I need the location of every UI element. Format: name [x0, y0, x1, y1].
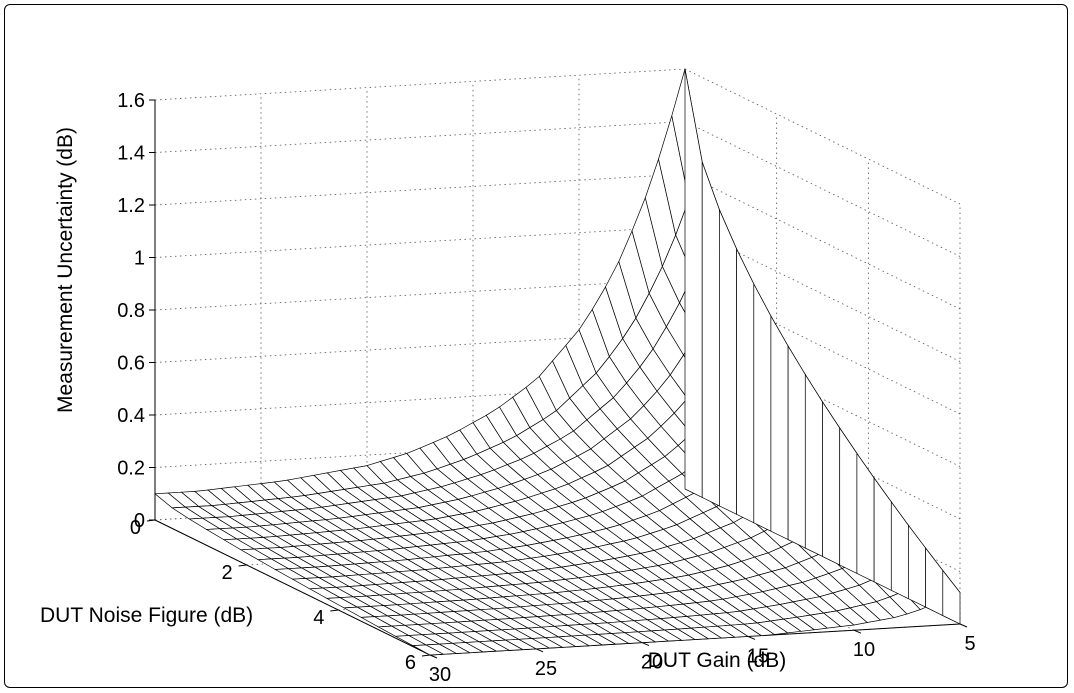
z-tick-label: 0.8 [117, 300, 145, 322]
surface-curtain-patch [942, 569, 961, 625]
grid-line-z-back [154, 383, 686, 416]
gain-tick-mark [429, 654, 438, 659]
gain-tick-mark [641, 642, 650, 647]
surface-curtain-patch [839, 426, 858, 574]
surface-curtain-patch [719, 209, 737, 515]
nf-tick-label: 4 [313, 607, 324, 629]
surface-curtain-patch [753, 283, 772, 532]
grid-line-z-side [684, 121, 961, 257]
z-tick-label: 1 [134, 248, 145, 270]
gain-tick-label: 20 [641, 652, 663, 674]
nf-tick-mark [330, 609, 339, 612]
gain-tick-mark [747, 635, 756, 640]
grid-line-z-back [154, 226, 686, 258]
grid-line-z-back [154, 278, 686, 311]
nf-tick-label: 0 [130, 517, 141, 539]
gain-tick-label: 10 [853, 639, 875, 661]
nf-tick-mark [238, 564, 247, 567]
nf-tick-label: 2 [222, 562, 233, 584]
z-axis-label: Measurement Uncertainty (dB) [54, 127, 77, 413]
z-tick-label: 1.2 [117, 195, 145, 217]
surface-curtain-patch [684, 68, 703, 498]
grid-line-z-back [154, 331, 686, 363]
grid-line-z-side [684, 68, 961, 205]
surface-curtain-patch [890, 500, 909, 600]
surface-curtain-patch [822, 400, 841, 566]
surface-curtain-patch [736, 248, 755, 524]
nf-tick-mark [421, 654, 431, 657]
grid-line-z-back [154, 121, 686, 153]
grid-line-z-side [684, 173, 961, 310]
surface-curtain-patch [908, 524, 926, 608]
grid-line-z-back [154, 173, 686, 206]
z-tick-label: 0.6 [117, 353, 145, 375]
surface-curtain-patch [873, 476, 892, 591]
gain-tick-mark [853, 629, 862, 634]
gain-tick-label: 25 [535, 658, 557, 680]
nf-tick-mark [146, 519, 156, 522]
surface-curtain-patch [701, 161, 720, 507]
surface-curtain-patch [804, 373, 823, 558]
tick-layer: 0 0.2 0.4 0.6 0.8 1 1.2 1.4 1.6 5 10 15 20 25 30 0 2 4 6 [117, 90, 975, 686]
z-tick-label: 1.4 [117, 143, 145, 165]
z-tick-label: 0 [134, 510, 145, 532]
z-tick-label: 0.2 [117, 458, 145, 480]
nf-tick-label: 6 [405, 652, 416, 674]
surface-layer [154, 68, 961, 656]
gain-tick-mark [959, 623, 968, 628]
surface-curtain-patch [770, 314, 789, 541]
gain-tick-label: 15 [747, 645, 769, 667]
grid-line-z-back [154, 68, 686, 101]
surface-curtain-patch [787, 344, 806, 549]
nf-axis-line [154, 519, 431, 656]
gain-tick-label: 30 [429, 664, 451, 686]
z-tick-label: 1.6 [117, 90, 145, 112]
x-axis-label: DUT Gain (dB) [648, 649, 786, 672]
gain-tick-mark [535, 648, 544, 653]
y-axis-label: DUT Noise Figure (dB) [40, 604, 253, 627]
gain-tick-label: 5 [964, 633, 975, 655]
surface-curtain-patch [856, 452, 875, 583]
surface-curtain-patch [925, 547, 944, 617]
z-tick-label: 0.4 [117, 405, 145, 427]
